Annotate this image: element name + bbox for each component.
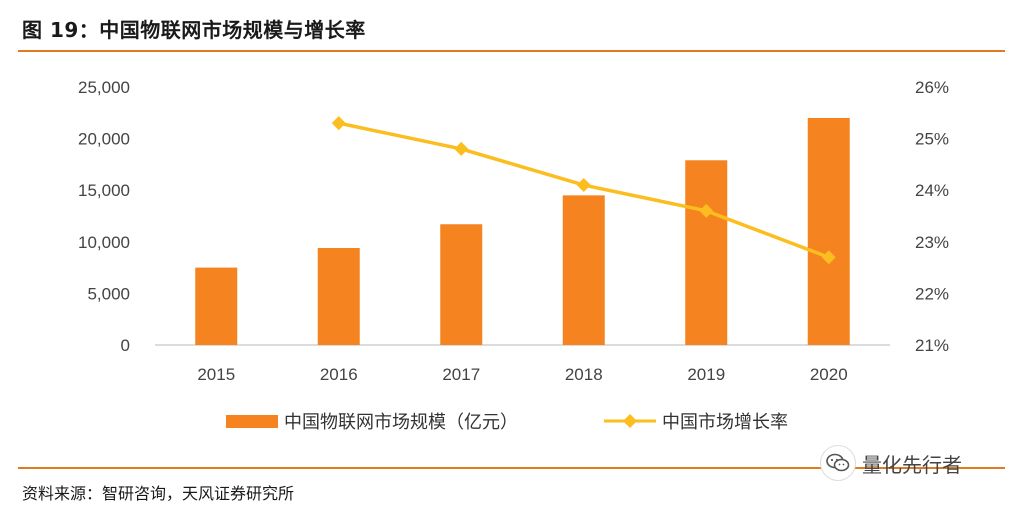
- y-right-tick-label: 24%: [915, 181, 949, 200]
- x-tick-label: 2017: [442, 365, 480, 384]
- y-left-tick-label: 20,000: [78, 130, 130, 149]
- right-axis: 21% 22% 23% 24% 25% 26%: [915, 78, 949, 355]
- y-left-tick-label: 10,000: [78, 233, 130, 252]
- x-tick-label: 2019: [687, 365, 725, 384]
- y-right-tick-label: 23%: [915, 233, 949, 252]
- y-left-tick-label: 5,000: [87, 284, 130, 303]
- legend: 中国物联网市场规模（亿元） 中国市场增长率: [226, 412, 788, 433]
- title-rule: [18, 50, 1005, 52]
- line-series: [331, 116, 836, 265]
- bar: [807, 117, 850, 346]
- x-tick-label: 2020: [810, 365, 848, 384]
- line-point: [699, 203, 714, 218]
- legend-label-line: 中国市场增长率: [662, 412, 788, 433]
- bar: [317, 247, 360, 345]
- x-tick-label: 2018: [565, 365, 603, 384]
- watermark: 量化先行者: [820, 445, 962, 481]
- y-left-tick-label: 25,000: [78, 78, 130, 97]
- source-note: 资料来源：智研咨询，天风证券研究所: [22, 484, 295, 503]
- bar: [195, 267, 238, 345]
- x-axis: 2015 2016 2017 2018 2019 2020: [197, 365, 847, 384]
- legend-label-bar: 中国物联网市场规模（亿元）: [284, 412, 518, 433]
- x-tick-label: 2016: [320, 365, 358, 384]
- source-rule: [18, 467, 1005, 469]
- line-point: [576, 178, 591, 193]
- y-right-tick-label: 22%: [915, 284, 949, 303]
- chart: 0 5,000 10,000 15,000 20,000 25,000 21% 22% 23%…: [78, 78, 949, 433]
- watermark-text: 量化先行者: [862, 452, 962, 477]
- line-point: [331, 116, 346, 131]
- legend-swatch-bar: [226, 415, 278, 428]
- y-left-tick-label: 0: [121, 336, 130, 355]
- y-left-tick-label: 15,000: [78, 181, 130, 200]
- line-point: [454, 141, 469, 156]
- x-tick-label: 2015: [197, 365, 235, 384]
- y-right-tick-label: 26%: [915, 78, 949, 97]
- bar: [685, 160, 728, 345]
- figure-title: 图 19：中国物联网市场规模与增长率: [22, 18, 366, 42]
- bar: [562, 195, 605, 345]
- legend-swatch-marker: [623, 414, 637, 428]
- wechat-icon: [820, 445, 856, 481]
- y-right-tick-label: 21%: [915, 336, 949, 355]
- left-axis: 0 5,000 10,000 15,000 20,000 25,000: [78, 78, 130, 355]
- bar-series: [195, 117, 850, 346]
- line-point: [821, 250, 836, 265]
- y-right-tick-label: 25%: [915, 130, 949, 149]
- bar: [440, 224, 483, 345]
